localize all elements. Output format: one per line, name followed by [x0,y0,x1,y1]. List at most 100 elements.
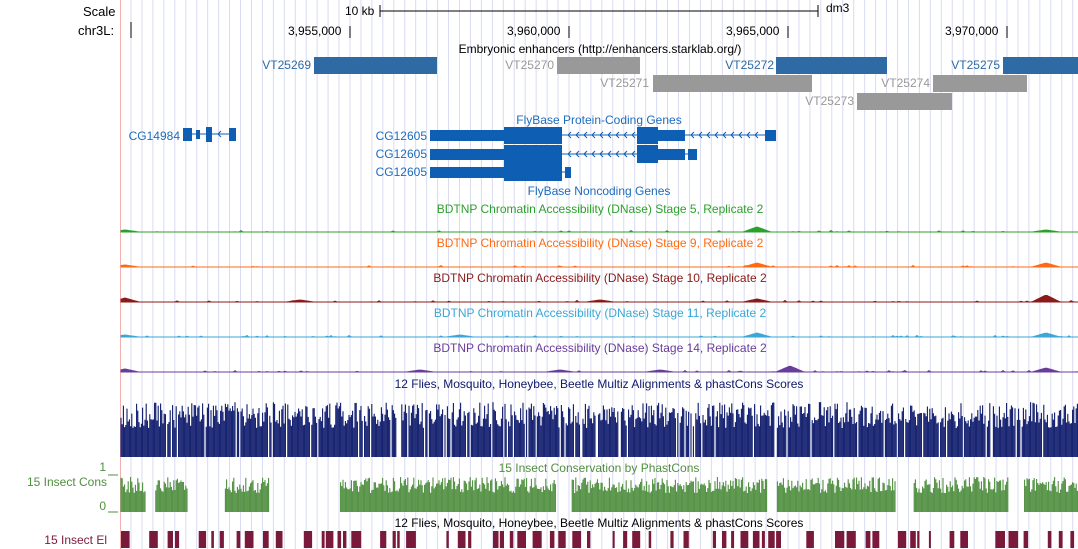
utr [657,149,685,160]
enhancer-label[interactable]: VT25273 [805,94,854,108]
dnase-signal [120,365,1078,373]
strand-arrow [583,150,588,158]
conserved-element [612,531,615,548]
conserved-element [712,531,716,548]
multiz-track-title[interactable]: 12 Flies, Mosquito, Honeybee, Beetle Mul… [394,377,804,391]
enhancer-label[interactable]: VT25270 [505,58,554,72]
conserved-element [768,531,775,548]
conserved-element [806,531,814,548]
conserved-element [244,531,254,548]
conserved-element [910,531,916,548]
elements-track-title[interactable]: 12 Flies, Mosquito, Honeybee, Beetle Mul… [394,516,804,530]
conserved-element [397,531,400,548]
conserved-element [549,531,555,548]
phastcons-side-label[interactable]: 15 Insect Cons [26,475,107,489]
conserved-element [219,531,224,548]
conserved-element [380,531,387,548]
enhancer-label[interactable]: VT25269 [262,58,311,72]
enhancer-track-title[interactable]: Embryonic enhancers (http://enhancers.st… [458,42,742,56]
conserved-element [517,531,526,548]
strand-arrow [567,131,572,139]
phastcons-track-title[interactable]: 15 Insect Conservation by PhastCons [498,461,700,475]
conserved-element [572,531,582,548]
exon [206,127,212,142]
exon [504,145,562,163]
dnase-track-title[interactable]: BDTNP Chromatin Accessibility (DNase) St… [433,271,767,285]
dnase-track-title[interactable]: BDTNP Chromatin Accessibility (DNase) St… [436,202,764,216]
tick-label: 3,955,000 [288,24,342,38]
conserved-element [167,531,173,548]
conserved-elements-track [121,531,1075,548]
dnase-signal [120,332,1078,338]
conserved-element [740,531,749,548]
conserved-element [846,531,856,548]
gene-label[interactable]: CG12605 [375,129,427,143]
strand-arrow [615,131,620,139]
multiz-signal [120,402,1078,457]
conserved-element [493,531,499,548]
conserved-element [722,531,727,548]
conserved-element [321,531,325,548]
tick-label: 3,965,000 [726,24,780,38]
conserved-element [898,531,907,548]
conserved-element [1058,531,1063,548]
strand-arrow [754,131,759,139]
conserved-element [175,531,180,548]
chrom-label: chr3L: [78,23,115,38]
strand-arrow [575,131,580,139]
phastcons-track [108,474,1078,513]
conserved-element [752,531,760,548]
strand-arrow [722,131,727,139]
exon [637,127,658,144]
enhancer-label[interactable]: VT25275 [951,58,1000,72]
dnase-track-title[interactable]: BDTNP Chromatin Accessibility (DNase) St… [436,236,764,250]
exon [196,130,200,139]
conserved-element [198,531,207,548]
exon [229,128,236,141]
assembly-label: dm3 [826,1,850,15]
conserved-element [949,531,955,548]
strand-arrow [631,131,636,139]
conserved-element [928,531,931,548]
conserved-element [761,531,765,548]
conserved-element [532,531,542,548]
exon [504,163,562,181]
dnase-signal [120,226,1078,233]
phastcons-ymin-label: 0 [99,499,106,513]
enhancer-track [314,57,1078,110]
strand-arrow [217,130,222,138]
gene-label[interactable]: CG14984 [128,129,180,143]
utr [688,149,697,160]
dnase-track-title[interactable]: BDTNP Chromatin Accessibility (DNase) St… [433,341,767,355]
gene-track-title[interactable]: FlyBase Protein-Coding Genes [516,113,682,127]
gene-label[interactable]: CG12605 [375,165,427,179]
conserved-element [149,531,158,548]
dnase-signal [120,295,1078,303]
exon [637,145,658,163]
strand-arrow [575,150,580,158]
enhancer-label[interactable]: VT25274 [881,76,930,90]
conserved-element [406,531,416,548]
conserved-element [670,531,674,548]
strand-arrow [567,150,572,158]
conserved-element [303,531,313,548]
conserved-element [872,531,880,548]
enhancer-label[interactable]: VT25272 [725,58,774,72]
dnase-track-title[interactable]: BDTNP Chromatin Accessibility (DNase) St… [433,306,767,320]
conserved-element [587,531,591,548]
conserved-element [121,531,130,548]
conserved-element [509,531,514,548]
strand-arrow [690,131,695,139]
conserved-element [1023,531,1029,548]
elements-side-label[interactable]: 15 Insect El [44,533,107,547]
gene-label[interactable]: CG12605 [375,147,427,161]
conserved-element [558,531,566,548]
strand-arrow [615,150,620,158]
enhancer-label[interactable]: VT25271 [600,76,649,90]
noncoding-track-title[interactable]: FlyBase Noncoding Genes [527,184,671,198]
conserved-element [499,531,504,548]
strand-arrow [583,131,588,139]
dnase-tracks [120,226,1078,373]
gene-track [183,127,776,181]
